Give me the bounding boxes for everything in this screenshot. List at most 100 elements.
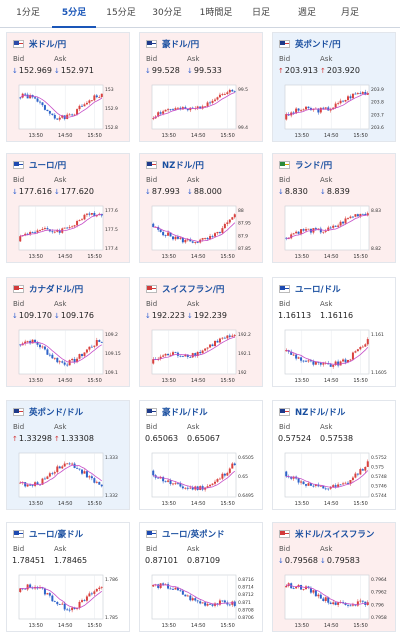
y-tick-label: 109.2	[105, 332, 118, 338]
tab-4[interactable]: 30分足	[152, 8, 182, 18]
bid-label: Bid	[146, 176, 158, 184]
pair-name[interactable]: 豪ドル/ドル	[162, 408, 208, 418]
pair-name[interactable]: ユーロ/英ポンド	[162, 530, 225, 540]
y-tick-label: 0.65	[238, 474, 248, 480]
au-flag-icon	[146, 408, 157, 416]
pair-name[interactable]: ランド/円	[295, 161, 333, 171]
candle-body	[81, 600, 83, 602]
rate-card[interactable]: 英ポンド/円 Bid Ask ↑203.913 ↑203.920 203.9 203.8 20…	[272, 32, 396, 142]
candlestick-chart[interactable]: 192.2 192.1 192 13:50 14:50 15:50	[146, 326, 258, 384]
ask-label: Ask	[187, 300, 200, 308]
candle-body	[51, 473, 54, 475]
candlestick-chart[interactable]: 0.5752 0.575 0.5748 0.5746 0.5744 13:50 14:50 1…	[279, 449, 391, 507]
candlestick-chart[interactable]: 109.2 109.15 109.1 13:50 14:50 15:50	[13, 326, 125, 384]
moving-average-line	[286, 346, 369, 365]
rate-card[interactable]: 米ドル/円 Bid Ask ↓152.969 ↓152.971 153 152.9 152.8…	[6, 32, 130, 142]
tab-7[interactable]: 週足	[297, 8, 316, 18]
candlestick-chart[interactable]: 1.333 1.332 13:50 14:50 15:50	[13, 449, 125, 507]
candle-body	[319, 485, 322, 487]
ask-price: ↓192.239	[187, 311, 227, 320]
rate-card[interactable]: スイスフラン/円 Bid Ask ↓192.223 ↓192.239 192.2 192.1…	[139, 277, 263, 387]
candle-body	[76, 221, 79, 226]
tab-1[interactable]: 1分足	[16, 8, 40, 18]
bid-label: Bid	[146, 55, 158, 63]
candle-body	[98, 587, 101, 589]
candlestick-chart[interactable]: 1.161 1.1605 13:50 14:50 15:50	[279, 326, 391, 384]
tab-8[interactable]: 月足	[340, 8, 359, 18]
pair-name[interactable]: NZドル/ドル	[295, 408, 346, 418]
pair-name[interactable]: 米ドル/円	[29, 40, 67, 50]
rate-card[interactable]: NZドル/ドル Bid Ask 0.57524 0.57538 0.5752 0.575 0.…	[272, 400, 396, 510]
pair-name[interactable]: ユーロ/円	[29, 161, 67, 171]
y-tick-label: 1.332	[105, 493, 118, 499]
candlestick-chart[interactable]: 88 87.95 87.9 87.85 13:50 14:50 15:50	[146, 202, 258, 260]
candlestick-chart[interactable]: 1.786 1.785 13:50 14:50 15:50	[13, 571, 125, 629]
candle-body	[322, 598, 325, 601]
rate-card[interactable]: NZドル/円 Bid Ask ↓87.993 ↓88.000 88 87.95 87.9 87.…	[139, 153, 263, 263]
candle-body	[214, 340, 216, 347]
pair-name[interactable]: カナダドル/円	[29, 285, 84, 295]
candle-body	[201, 602, 204, 604]
x-tick-label: 13:50	[162, 133, 176, 139]
candlestick-chart[interactable]: 203.9 203.8 203.7 203.6 13:50 14:50 15:50	[279, 81, 391, 139]
pair-name[interactable]: ユーロ/ドル	[295, 285, 341, 295]
candle-body	[317, 594, 320, 597]
card-header: NZドル/ドル	[279, 406, 345, 418]
pair-name[interactable]: スイスフラン/円	[162, 285, 225, 295]
tab-3[interactable]: 15分足	[106, 8, 136, 18]
candle-body	[191, 598, 194, 601]
ask-label: Ask	[320, 55, 333, 63]
y-tick-label: 0.5744	[371, 493, 387, 499]
rate-card[interactable]: ユーロ/豪ドル Bid Ask 1.78451 1.78465 1.786 1.785 13:…	[6, 522, 130, 632]
candle-body	[152, 118, 155, 120]
eu-flag-icon	[146, 530, 157, 538]
y-tick-label: 0.8708	[238, 607, 254, 613]
candlestick-chart[interactable]: 0.7964 0.7962 0.796 0.7958 13:50 14:50 15:50	[279, 571, 391, 629]
candle-body	[41, 102, 44, 106]
rate-card[interactable]: 英ポンド/ドル Bid Ask ↑1.33298 ↑1.33308 1.333 1.332 1…	[6, 400, 130, 510]
pair-name[interactable]: NZドル/円	[162, 161, 204, 171]
tab-5[interactable]: 1時間足	[199, 8, 233, 18]
candle-body	[41, 478, 44, 485]
candle-body	[332, 485, 335, 488]
y-tick-label: 203.7	[371, 112, 384, 118]
candle-body	[34, 339, 37, 343]
pair-name[interactable]: ユーロ/豪ドル	[29, 530, 84, 540]
tab-6[interactable]: 日足	[251, 8, 270, 18]
candlestick-chart[interactable]: 99.5 99.4 13:50 14:50 15:50	[146, 81, 258, 139]
rate-card[interactable]: 豪ドル/円 Bid Ask ↓99.528 ↓99.533 99.5 99.4 13:50 14…	[139, 32, 263, 142]
tab-2[interactable]: 5分足	[52, 0, 96, 28]
candle-body	[83, 104, 86, 107]
ask-price: ↑203.920	[320, 66, 360, 75]
rate-card[interactable]: ランド/円 Bid Ask ↓8.830 ↓8.839 8.83 8.82 13:50 14:5…	[272, 153, 396, 263]
rate-card[interactable]: カナダドル/円 Bid Ask ↓109.170 ↓109.176 109.2 109.15…	[6, 277, 130, 387]
candle-body	[95, 588, 98, 592]
candlestick-chart[interactable]: 0.8716 0.8714 0.8712 0.871 0.8708 0.8706 13:50…	[146, 571, 258, 629]
candle-body	[51, 595, 54, 602]
rate-card[interactable]: 豪ドル/ドル Bid Ask 0.65063 0.65067 0.6505 0.65 0.64…	[139, 400, 263, 510]
pair-name[interactable]: 米ドル/スイスフラン	[295, 530, 375, 540]
candle-body	[189, 239, 192, 242]
candlestick-chart[interactable]: 153 152.9 152.8 13:50 14:50 15:50	[13, 81, 125, 139]
candle-body	[218, 600, 221, 605]
rate-card[interactable]: ユーロ/円 Bid Ask ↓177.616 ↓177.620 177.6 177.5 177…	[6, 153, 130, 263]
candlestick-chart[interactable]: 0.6505 0.65 0.6495 13:50 14:50 15:50	[146, 449, 258, 507]
plot-area	[151, 574, 237, 620]
x-tick-label: 14:50	[324, 378, 338, 384]
candlestick-chart[interactable]: 177.6 177.5 177.4 13:50 14:50 15:50	[13, 202, 125, 260]
rate-card[interactable]: 米ドル/スイスフラン Bid Ask ↓0.79568 ↓0.79583 0.7964 0.…	[272, 522, 396, 632]
candle-body	[361, 213, 364, 215]
moving-average-line	[20, 214, 102, 237]
up-arrow-icon: ↑	[54, 435, 60, 443]
candle-body	[344, 218, 347, 224]
candlestick-chart[interactable]: 8.83 8.82 13:50 14:50 15:50	[279, 202, 391, 260]
pair-name[interactable]: 豪ドル/円	[162, 40, 200, 50]
candle-body	[344, 482, 347, 484]
rate-card[interactable]: ユーロ/ドル Bid Ask 1.16113 1.16116 1.161 1.1605 13:…	[272, 277, 396, 387]
x-tick-label: 14:50	[191, 378, 205, 384]
rate-card[interactable]: ユーロ/英ポンド Bid Ask 0.87101 0.87109 0.8716 0.8714…	[139, 522, 263, 632]
candle-body	[295, 354, 298, 359]
pair-name[interactable]: 英ポンド/円	[295, 40, 341, 50]
pair-name[interactable]: 英ポンド/ドル	[29, 408, 84, 418]
candle-body	[29, 232, 32, 235]
